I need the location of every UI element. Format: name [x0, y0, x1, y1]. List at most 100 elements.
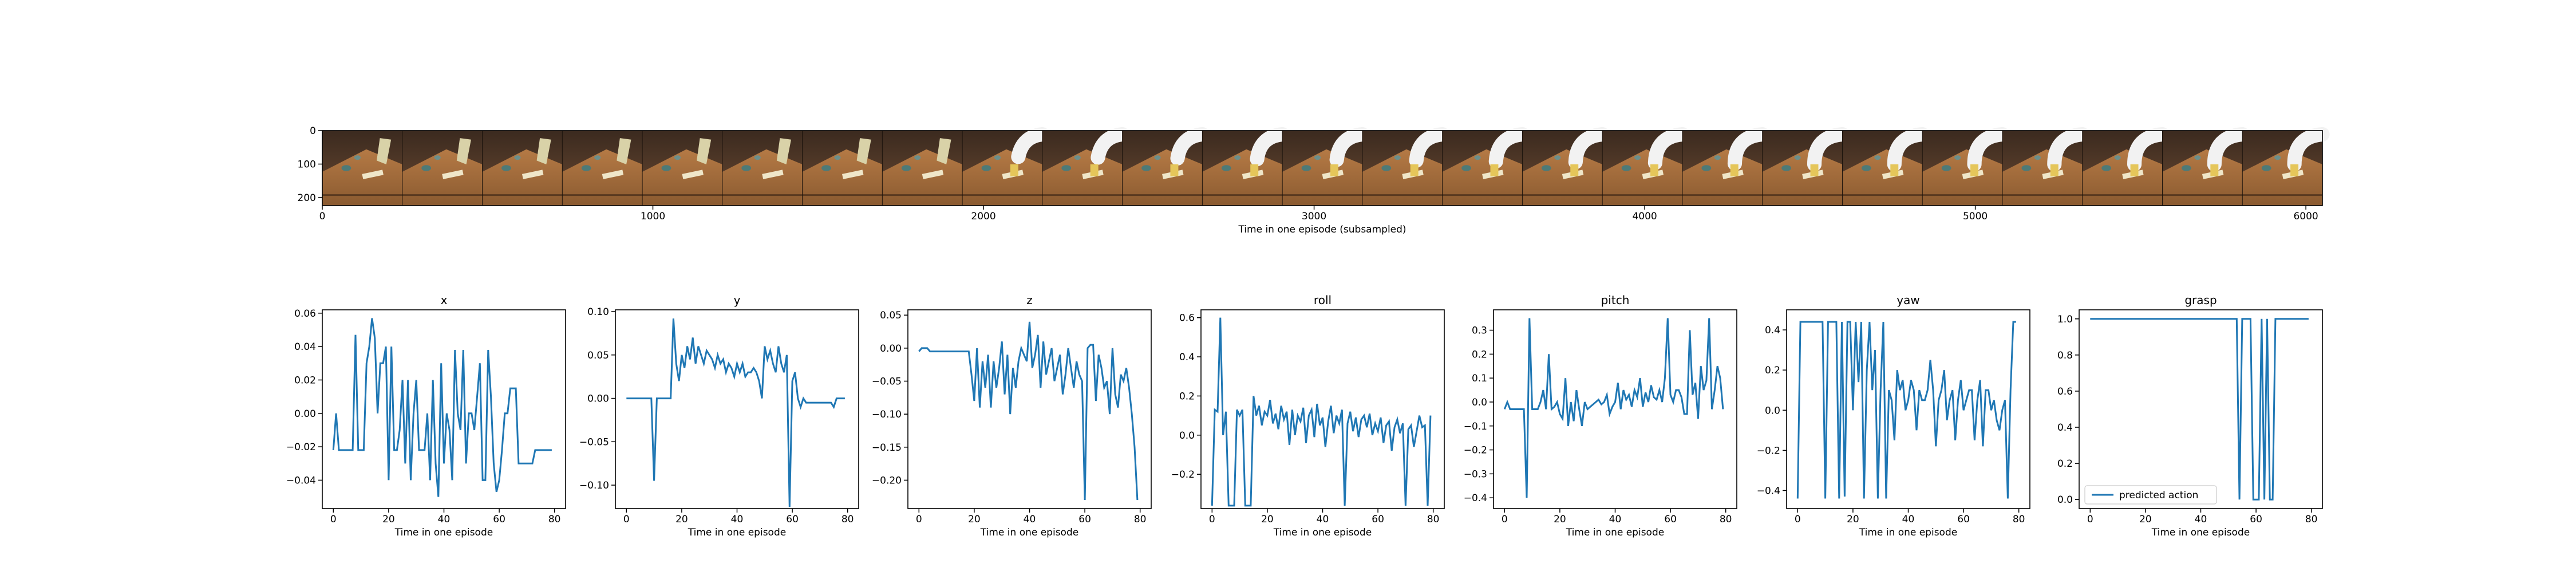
- y-tick-label: 0.05: [587, 350, 609, 361]
- strip-y-tick-label: 100: [298, 159, 316, 170]
- x-axis-label: Time in one episode: [1859, 527, 1957, 538]
- strip-axes-frame: [322, 130, 2323, 206]
- episode-frame: [322, 131, 402, 206]
- episode-frame: [1282, 127, 1370, 206]
- y-tick-label: 0.2: [1179, 391, 1195, 402]
- y-tick-label: −0.4: [1757, 485, 1780, 497]
- subplot-x: x 0 20 40 60 80 −0.04 −0.02 0.00 0.02 0.04 0.06 Time…: [286, 293, 566, 538]
- subplot-title: yaw: [1897, 293, 1919, 307]
- x-tick-label: 0: [330, 514, 337, 525]
- x-tick-label: 20: [1554, 514, 1566, 525]
- y-tick-label: 0.1: [1472, 373, 1487, 384]
- x-tick-label: 60: [1078, 514, 1091, 525]
- axes-frame: [322, 309, 566, 509]
- x-tick-label: 60: [2250, 514, 2262, 525]
- episode-frame: [402, 131, 483, 206]
- x-tick-label: 0: [1795, 514, 1801, 525]
- y-tick-label: 0.2: [1472, 349, 1487, 360]
- strip-x-tick-label: 0: [319, 211, 326, 222]
- axes-frame: [907, 309, 1152, 509]
- episode-frame-strip: 0 1000 2000 3000 4000 5000 6000 0 100 200 Time i…: [298, 125, 2330, 235]
- y-tick-label: −0.20: [872, 475, 902, 486]
- episode-frame: [802, 131, 883, 206]
- y-tick-label: 0.2: [1765, 365, 1780, 376]
- x-tick-label: 60: [1372, 514, 1384, 525]
- y-tick-label: −0.2: [1464, 445, 1487, 456]
- y-tick-label: −0.05: [872, 376, 902, 388]
- episode-frame: [2002, 127, 2090, 206]
- series-line-x: [332, 318, 552, 497]
- episode-frame: [2082, 127, 2170, 206]
- y-tick-label: 0.4: [1179, 352, 1195, 363]
- episode-frame: [482, 131, 563, 206]
- y-tick-label: −0.3: [1464, 468, 1487, 480]
- y-tick-label: 0.00: [587, 393, 609, 405]
- episode-frame: [642, 131, 722, 206]
- subplot-yaw: yaw 0 20 40 60 80 −0.4 −0.2 0.0 0.2 0.4 Time in one…: [1757, 293, 2030, 538]
- episode-frame: [2242, 127, 2330, 206]
- x-tick-label: 60: [1957, 514, 1970, 525]
- x-axis-label: Time in one episode: [1566, 527, 1664, 538]
- x-tick-label: 80: [2305, 514, 2318, 525]
- x-axis-label: Time in one episode: [1273, 527, 1372, 538]
- y-tick-label: −0.02: [286, 442, 316, 453]
- x-tick-label: 20: [968, 514, 981, 525]
- subplot-title: roll: [1314, 293, 1332, 307]
- episode-frame: [1602, 127, 1690, 206]
- y-tick-label: 0.6: [2057, 386, 2073, 397]
- axes-frame: [1200, 309, 1445, 509]
- strip-x-tick-label: 5000: [1963, 211, 1988, 222]
- y-tick-label: 0.10: [587, 306, 609, 318]
- x-tick-label: 80: [548, 514, 561, 525]
- x-tick-label: 40: [438, 514, 451, 525]
- y-tick-label: −0.4: [1464, 493, 1487, 504]
- subplot-roll: roll 0 20 40 60 80 −0.2 0.0 0.2 0.4 0.6 Time in one…: [1171, 293, 1445, 538]
- strip-x-tick-label: 6000: [2293, 211, 2318, 222]
- x-tick-label: 40: [1609, 514, 1622, 525]
- episode-frame: [882, 131, 963, 206]
- strip-x-ticks: 0 1000 2000 3000 4000 5000 6000: [319, 206, 2318, 222]
- subplot-title: grasp: [2184, 293, 2217, 307]
- y-tick-label: 1.0: [2057, 314, 2073, 325]
- episode-frame: [1362, 127, 1450, 206]
- subplot-z: z 0 20 40 60 80 −0.20 −0.15 −0.10 −0.05 0.00 0.05 Ti…: [872, 293, 1152, 538]
- series-line-grasp: [2090, 318, 2309, 501]
- x-tick-label: 40: [731, 514, 744, 525]
- y-tick-label: 0.8: [2057, 350, 2073, 361]
- strip-x-tick-label: 3000: [1302, 211, 1326, 222]
- y-tick-label: −0.05: [579, 436, 609, 448]
- x-tick-label: 60: [786, 514, 799, 525]
- x-tick-label: 80: [841, 514, 854, 525]
- x-tick-label: 40: [1317, 514, 1329, 525]
- y-tick-label: 0.4: [1765, 325, 1780, 336]
- x-tick-label: 20: [2139, 514, 2152, 525]
- y-tick-label: 0.4: [2057, 422, 2073, 434]
- x-tick-label: 80: [1134, 514, 1147, 525]
- series-line-y: [626, 318, 845, 507]
- x-tick-label: 20: [382, 514, 395, 525]
- y-tick-label: −0.15: [872, 442, 902, 454]
- x-tick-label: 40: [1902, 514, 1915, 525]
- y-tick-label: 0.00: [294, 408, 316, 420]
- episode-frame: [1042, 127, 1130, 206]
- x-tick-label: 80: [1720, 514, 1732, 525]
- strip-y-ticks: 0 100 200: [298, 125, 322, 204]
- episode-frames-image: [322, 127, 2330, 206]
- strip-y-tick-label: 0: [310, 125, 316, 137]
- strip-x-tick-label: 1000: [641, 211, 665, 222]
- episode-frame: [722, 131, 803, 206]
- x-axis-label: Time in one episode: [394, 527, 493, 538]
- strip-x-tick-label: 4000: [1632, 211, 1657, 222]
- y-tick-label: 0.6: [1179, 313, 1195, 324]
- series-line-roll: [1211, 317, 1432, 507]
- y-tick-label: 0.0: [1472, 397, 1487, 408]
- subplot-grasp: grasp 0 20 40 60 80 0.0 0.2 0.4 0.6 0.8 1.0 Time in …: [2057, 293, 2323, 538]
- y-tick-label: −0.04: [286, 475, 316, 486]
- x-tick-label: 60: [1664, 514, 1677, 525]
- episode-frame: [1122, 127, 1210, 206]
- series-line-z: [918, 321, 1139, 501]
- x-tick-label: 20: [1261, 514, 1274, 525]
- y-tick-label: −0.10: [872, 409, 902, 420]
- y-tick-label: 0.06: [294, 308, 316, 320]
- y-tick-label: −0.2: [1171, 469, 1195, 481]
